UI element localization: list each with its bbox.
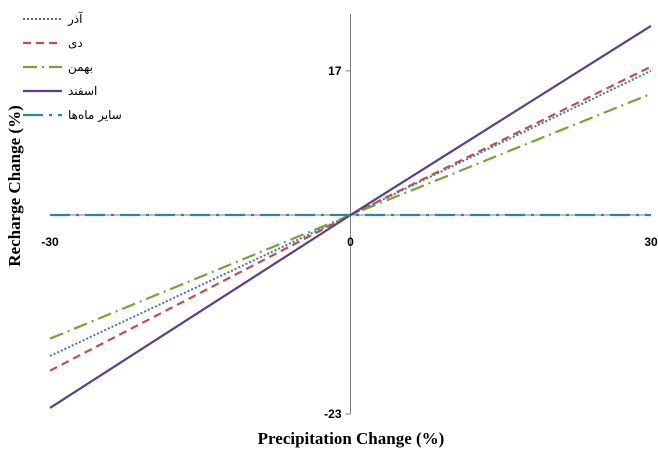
legend-label: دی (68, 36, 83, 50)
series-layer (49, 24, 652, 409)
tick-labels: -30 0 30 17 -23 (41, 64, 658, 421)
legend-label: بهمن (68, 60, 93, 75)
series-line-4 (49, 24, 652, 409)
x-tick-label: 30 (644, 235, 658, 249)
legend: آذر دی بهمن اسفند سایر ماه‌ها (23, 11, 122, 123)
y-tick-label: -23 (324, 407, 342, 421)
legend-item: بهمن (23, 60, 93, 75)
legend-label: سایر ماه‌ها (68, 108, 122, 123)
legend-label: آذر (67, 11, 83, 27)
legend-item: آذر (23, 11, 83, 27)
legend-item: اسفند (23, 84, 97, 98)
x-tick-label: 0 (347, 235, 354, 249)
legend-item: دی (23, 36, 83, 50)
y-tick-label: 17 (328, 64, 342, 78)
x-tick-label: -30 (41, 235, 59, 249)
legend-item: سایر ماه‌ها (23, 108, 122, 123)
legend-label: اسفند (68, 84, 97, 98)
x-axis-title: Precipitation Change (%) (258, 429, 445, 448)
y-axis-title: Recharge Change (%) (5, 105, 24, 266)
